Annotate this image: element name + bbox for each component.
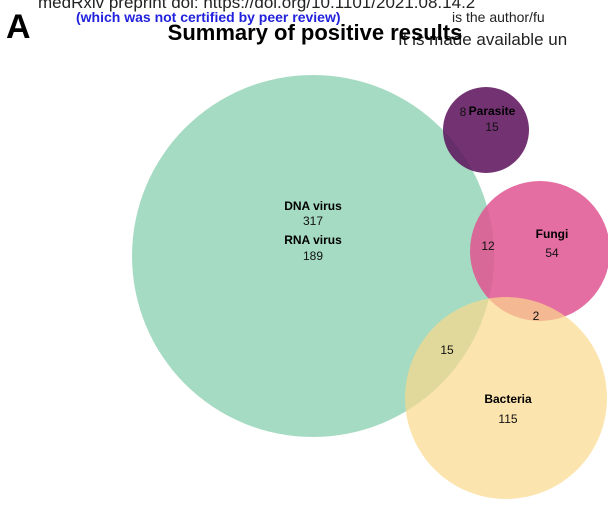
set-label: DNA virus	[284, 199, 342, 213]
parasite-circle	[443, 87, 529, 173]
header-line1: medRxiv preprint doi: https://doi.org/10…	[38, 0, 475, 12]
set-count: 15	[485, 120, 499, 134]
overlap-count: 12	[481, 239, 495, 253]
overlap-count: 2	[533, 309, 540, 323]
bacteria-circle	[405, 297, 607, 499]
set-count: 317	[303, 214, 323, 228]
set-label: Parasite	[469, 104, 516, 118]
set-label: Bacteria	[484, 392, 532, 406]
overlap-count: 8	[460, 105, 467, 119]
virus-circle	[132, 75, 494, 437]
fungi-circle	[470, 181, 608, 321]
header-line3: It is made available un	[398, 30, 567, 49]
header-link: (which was not certified by peer review)	[76, 9, 341, 25]
header-line2: is the author/fu	[452, 9, 545, 25]
set-label: RNA virus	[284, 233, 342, 247]
set-count: 54	[545, 246, 559, 260]
title: Summary of positive results	[168, 20, 463, 45]
overlap-count: 15	[440, 343, 454, 357]
set-count: 115	[498, 412, 517, 426]
set-label: Fungi	[536, 227, 569, 241]
panel-label: A	[6, 8, 31, 46]
set-count: 189	[303, 249, 323, 263]
